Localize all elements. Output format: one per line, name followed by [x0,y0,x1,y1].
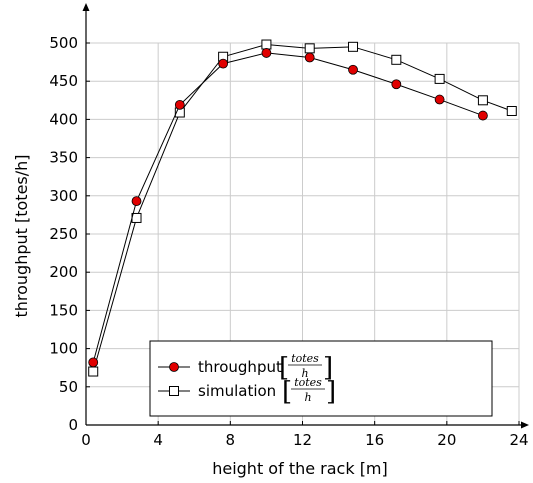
legend-unit-num-simulation: totes [294,376,322,389]
legend-bracket-close-throughput: ] [323,353,333,383]
legend-bracket-close-simulation: ] [326,377,336,407]
data-point-simulation [304,43,315,54]
legend-unit-num-throughput: totes [291,352,319,365]
data-point-throughput [218,58,229,69]
tick-labels: 0 4 8 12 16 20 24 0 50 100 150 200 250 300 350 400 450 50… [49,34,528,449]
y-axis-arrow [82,3,90,11]
x-axis-label: height of the rack [m] [212,459,388,478]
x-tick-label: 0 [81,431,91,449]
data-point-simulation [348,41,359,52]
y-tick-label: 500 [49,34,78,52]
y-tick-label: 50 [59,378,78,396]
y-tick-label: 100 [49,340,78,358]
data-point-throughput [131,196,142,207]
axes [82,3,529,429]
y-axis-label: throughput [totes/h] [12,154,31,317]
y-tick-label: 300 [49,187,78,205]
data-point-throughput [304,52,315,63]
legend-unit-den-throughput: h [301,367,308,380]
series-line-throughput [92,52,484,363]
data-point-throughput [261,48,272,58]
x-tick-label: 16 [365,431,384,449]
y-tick-label: 250 [49,225,78,243]
y-tick-label: 0 [68,416,78,434]
data-point-simulation [391,54,402,65]
x-tick-label: 4 [153,431,163,449]
data-point-throughput [348,64,358,75]
legend-bracket-open-simulation: [ [282,377,292,407]
legend-marker-simulation [169,386,179,396]
y-tick-label: 200 [49,263,78,281]
legend-unit-den-simulation: h [304,391,311,404]
data-point-throughput [174,99,185,110]
y-tick-label: 350 [49,149,78,167]
legend-box [149,340,493,417]
y-tick-label: 150 [49,301,78,319]
data-point-throughput [478,110,488,121]
legend-bracket-open-throughput: [ [279,353,289,383]
x-tick-label: 8 [226,431,236,449]
data-point-simulation [131,212,142,223]
data-point-simulation [261,39,272,50]
y-tick-label: 400 [49,110,78,128]
y-tick-label: 450 [49,72,78,90]
data-point-simulation [477,95,488,106]
legend-label-simulation: simulation [198,382,276,400]
grid [86,42,520,425]
legend-label-throughput: throughput [198,358,282,376]
data-point-throughput [88,357,99,368]
x-tick-label: 20 [437,431,456,449]
data-point-simulation [88,366,99,377]
series-layer [88,39,517,377]
x-axis-arrow [521,421,529,429]
legend-marker-throughput [169,362,179,372]
data-point-simulation [506,105,517,116]
legend: throughput [ totes h ] simulation [ tote… [149,340,493,417]
x-tick-label: 24 [509,431,528,449]
data-point-throughput [434,94,445,105]
data-point-simulation [434,73,445,84]
data-point-throughput [391,79,402,90]
x-tick-label: 12 [293,431,312,449]
